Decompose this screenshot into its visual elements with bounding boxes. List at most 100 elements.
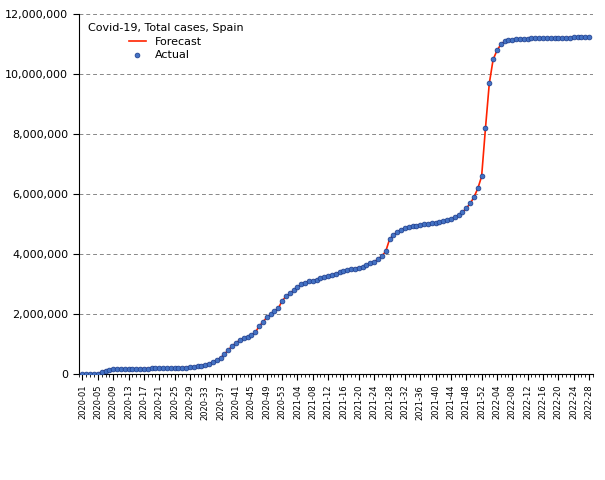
Actual — [546, 34, 555, 42]
Forecast — [428, 220, 436, 226]
Actual — [580, 34, 590, 41]
Actual — [177, 364, 187, 372]
Actual — [335, 269, 344, 276]
Actual — [139, 365, 149, 372]
Actual — [262, 313, 272, 321]
Actual — [457, 208, 467, 216]
Actual — [216, 354, 226, 361]
Actual — [162, 364, 172, 372]
Actual — [327, 271, 337, 278]
Forecast — [586, 35, 593, 40]
Actual — [235, 336, 244, 344]
Actual — [477, 172, 486, 180]
Actual — [135, 365, 145, 372]
Actual — [473, 184, 483, 192]
Actual — [557, 34, 567, 41]
Actual — [128, 365, 137, 372]
Actual — [300, 279, 310, 287]
Actual — [277, 297, 287, 305]
Actual — [143, 365, 152, 372]
Actual — [419, 221, 429, 228]
Actual — [308, 276, 318, 284]
Actual — [254, 323, 264, 330]
Actual — [480, 124, 490, 132]
Actual — [577, 34, 586, 41]
Actual — [373, 255, 383, 263]
Actual — [220, 350, 229, 358]
Actual — [116, 365, 126, 373]
Actual — [319, 273, 329, 281]
Actual — [542, 34, 552, 42]
Actual — [354, 264, 364, 272]
Actual — [281, 292, 291, 300]
Actual — [404, 223, 414, 231]
Actual — [100, 367, 110, 374]
Actual — [554, 34, 563, 42]
Actual — [223, 346, 233, 354]
Actual — [93, 370, 103, 377]
Actual — [270, 308, 280, 315]
Forecast — [581, 35, 589, 40]
Actual — [358, 263, 367, 271]
Actual — [511, 36, 521, 43]
Actual — [312, 276, 321, 283]
Actual — [465, 200, 475, 207]
Actual — [159, 364, 168, 372]
Actual — [411, 222, 421, 229]
Actual — [250, 328, 260, 336]
Actual — [515, 36, 525, 43]
Actual — [362, 261, 371, 269]
Line: Forecast: Forecast — [82, 37, 589, 374]
Actual — [273, 305, 283, 312]
Actual — [304, 277, 314, 285]
Actual — [431, 219, 440, 227]
Actual — [239, 335, 249, 342]
Actual — [285, 289, 295, 297]
Actual — [388, 231, 398, 239]
Actual — [193, 362, 203, 370]
Actual — [462, 204, 471, 212]
Actual — [296, 280, 306, 288]
Actual — [342, 266, 352, 274]
Actual — [170, 364, 180, 372]
Actual — [446, 216, 456, 223]
Actual — [523, 35, 532, 42]
Actual — [538, 34, 548, 42]
Actual — [500, 37, 509, 45]
Actual — [503, 36, 513, 44]
Actual — [454, 211, 463, 219]
Actual — [534, 34, 544, 42]
Actual — [85, 371, 95, 378]
Actual — [439, 217, 448, 225]
Actual — [346, 265, 356, 273]
Actual — [112, 365, 122, 373]
Actual — [120, 365, 129, 373]
Actual — [227, 342, 237, 350]
Actual — [381, 248, 390, 255]
Actual — [189, 363, 198, 371]
Actual — [573, 34, 583, 41]
Actual — [208, 358, 218, 366]
Actual — [365, 260, 375, 267]
Actual — [243, 333, 252, 341]
Forecast — [113, 366, 120, 372]
Actual — [377, 252, 387, 260]
Legend: Forecast, Actual: Forecast, Actual — [84, 20, 246, 63]
Actual — [492, 47, 502, 54]
Forecast — [555, 35, 562, 41]
Actual — [97, 368, 106, 376]
Actual — [174, 364, 183, 372]
Actual — [151, 365, 160, 372]
Actual — [350, 264, 360, 272]
Actual — [185, 363, 195, 371]
Actual — [77, 371, 87, 378]
Actual — [400, 225, 410, 232]
Actual — [154, 365, 164, 372]
Actual — [396, 226, 406, 234]
Actual — [392, 228, 402, 236]
Actual — [246, 332, 256, 339]
Actual — [293, 284, 302, 291]
Actual — [147, 365, 157, 372]
Actual — [197, 362, 206, 370]
Actual — [331, 270, 341, 277]
